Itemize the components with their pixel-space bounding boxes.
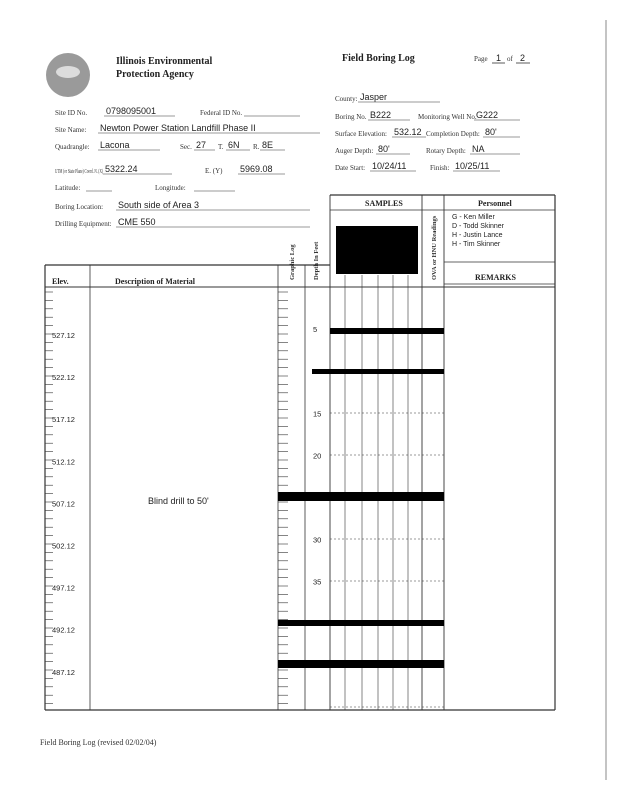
column-header: Depth In Feet (313, 241, 320, 280)
field-value: 6N (228, 140, 240, 150)
elevation-label: 492.12 (52, 626, 75, 635)
column-header: Graphic Log (289, 244, 296, 280)
field-value: 5322.24 (105, 164, 138, 174)
field-value: NA (472, 144, 485, 154)
field-value: G222 (476, 110, 498, 120)
elevation-label: 507.12 (52, 499, 75, 508)
column-header: REMARKS (475, 273, 516, 282)
logo-emblem (56, 66, 80, 78)
elevation-label: 497.12 (52, 584, 75, 593)
column-header: Personnel (478, 199, 513, 208)
black-bar (278, 492, 444, 501)
depth-label: 30 (313, 536, 321, 545)
black-bar (312, 369, 444, 374)
personnel-entry: G - Ken Miller (452, 214, 495, 221)
elevation-label: 517.12 (52, 415, 75, 424)
field-label: Finish: (430, 164, 450, 172)
field-value: South side of Area 3 (118, 200, 199, 210)
field-label: Monitoring Well No. (418, 113, 477, 121)
footer: Field Boring Log (revised 02/02/04) (40, 738, 157, 747)
page-total: 2 (520, 53, 525, 63)
field-label: Longitude: (155, 184, 186, 192)
black-bar (278, 620, 444, 626)
field-label: Sec. (180, 143, 192, 151)
field-label: Completion Depth: (426, 130, 480, 138)
depth-label: 20 (313, 451, 321, 460)
field-label: Quadrangle: (55, 143, 90, 151)
field-label: E. (Y) (205, 167, 223, 175)
field-value: CME 550 (118, 217, 156, 227)
field-value: B222 (370, 110, 391, 120)
elevation-label: 487.12 (52, 668, 75, 677)
field-label: Drilling Equipment: (55, 220, 112, 228)
of-label: of (507, 55, 514, 63)
personnel-entry: D - Todd Skinner (452, 223, 505, 230)
field-label: County: (335, 95, 358, 103)
redacted-block (336, 226, 418, 274)
field-label: UTM (or State Plane) Coord. N. (X) (55, 168, 103, 175)
page-label: Page (474, 55, 488, 63)
column-header: SAMPLES (365, 199, 403, 208)
field-label: Auger Depth: (335, 147, 373, 155)
elevation-label: 527.12 (52, 331, 75, 340)
form-title: Field Boring Log (342, 53, 415, 64)
depth-label: 35 (313, 578, 321, 587)
depth-label: 5 (313, 325, 317, 334)
elevation-label: 502.12 (52, 542, 75, 551)
depth-label: 15 (313, 409, 321, 418)
field-label: Boring Location: (55, 203, 103, 211)
page-number: 1 (496, 53, 501, 63)
field-value: 8E (262, 140, 273, 150)
field-label: Site ID No. (55, 109, 87, 117)
column-header: OVA or HNU Readings (431, 215, 438, 280)
field-value: 532.12 (394, 127, 422, 137)
field-label: R. (253, 143, 260, 151)
field-label: T. (218, 143, 224, 151)
field-label: Date Start: (335, 164, 365, 172)
elevation-label: 522.12 (52, 373, 75, 382)
black-bar (278, 660, 444, 668)
black-bar (330, 328, 444, 334)
field-label: Surface Elevation: (335, 130, 387, 138)
field-value: Newton Power Station Landfill Phase II (100, 123, 256, 133)
personnel-entry: H - Tim Skinner (452, 241, 501, 248)
field-label: Rotary Depth: (426, 147, 466, 155)
field-value: 5969.08 (240, 164, 273, 174)
field-label: Federal ID No. (200, 109, 242, 117)
elevation-label: 512.12 (52, 457, 75, 466)
personnel-entry: H - Justin Lance (452, 232, 503, 239)
field-value: 0798095001 (106, 106, 156, 116)
column-header: Description of Material (115, 277, 196, 286)
field-value: 10/24/11 (372, 161, 406, 171)
field-value: Lacona (100, 140, 130, 150)
field-label: Latitude: (55, 184, 80, 192)
agency-name: Protection Agency (116, 69, 194, 80)
description-text: Blind drill to 50' (148, 496, 209, 506)
field-label: Site Name: (55, 126, 86, 134)
field-value: 80' (378, 144, 390, 154)
agency-name: Illinois Environmental (116, 56, 212, 67)
column-header: Elev. (52, 277, 69, 286)
field-value: 27 (196, 140, 206, 150)
field-label: Boring No. (335, 113, 367, 121)
field-value: 80' (485, 127, 497, 137)
field-value: 10/25/11 (455, 161, 489, 171)
field-value: Jasper (360, 92, 387, 102)
